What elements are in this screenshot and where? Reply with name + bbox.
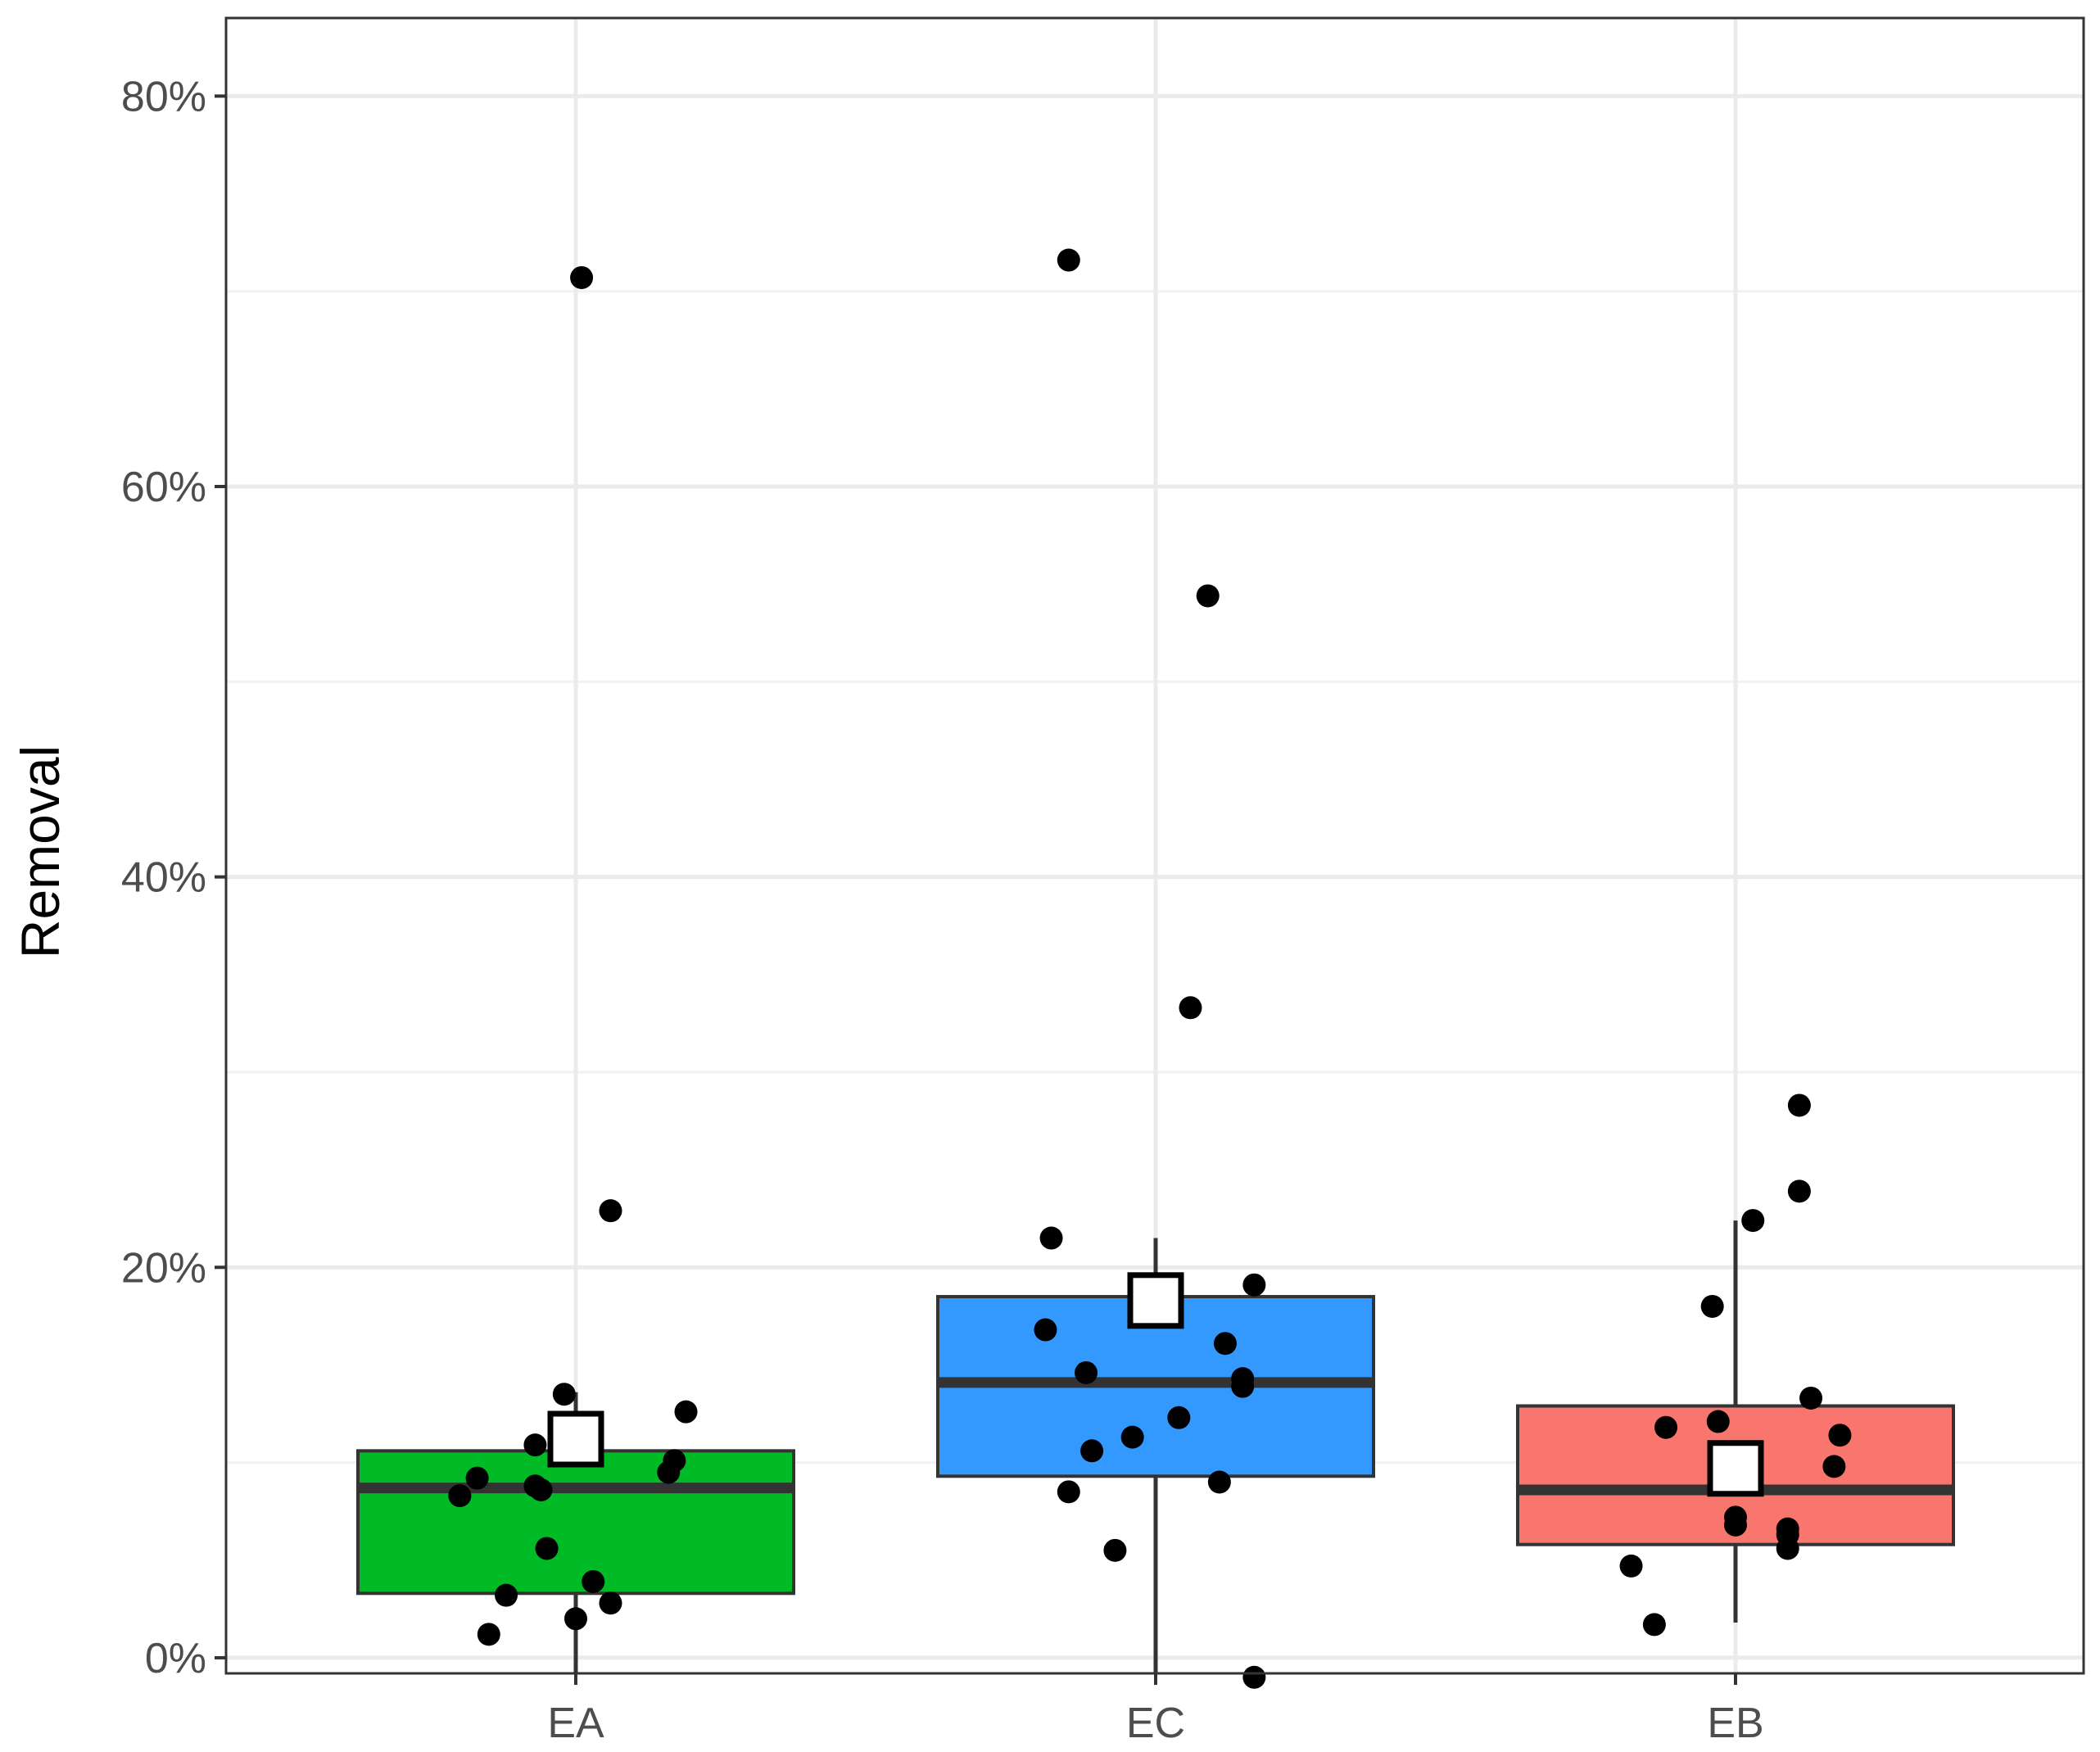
data-point-eb [1787,1179,1811,1203]
data-point-eb [1654,1415,1678,1439]
y-tick-label: 40% [121,854,206,902]
data-point-ea [657,1460,681,1484]
data-point-eb [1828,1424,1852,1447]
data-point-ea [564,1607,587,1631]
major-gridlines [226,18,2084,1673]
data-point-ea [477,1623,500,1646]
data-point-eb [1642,1613,1666,1637]
data-point-ec [1103,1538,1127,1562]
data-point-ea [570,265,594,289]
y-axis-title: Removal [10,745,70,958]
y-axis-ticks: 0% 20% 40% 60% 80% [121,73,226,1682]
x-tick-label: EA [547,1700,604,1747]
data-point-ea [599,1591,622,1615]
data-point-ec [1231,1374,1255,1398]
data-point-ec [1207,1470,1231,1494]
data-point-ea [582,1569,605,1593]
data-point-ea [552,1383,576,1406]
box-ea [356,1449,795,1596]
data-point-eb [1700,1294,1724,1318]
x-tick-label: EC [1126,1700,1185,1747]
mean-markers [547,1272,1764,1497]
mean-marker-ec [1127,1272,1184,1329]
y-tick-label: 80% [121,73,206,120]
data-point-eb [1706,1410,1730,1433]
y-tick-label: 0% [145,1635,206,1682]
data-point-ec [1057,248,1080,272]
data-point-ec [1075,1360,1098,1384]
data-point-ec [1213,1332,1237,1356]
data-point-eb [1776,1537,1799,1560]
data-point-ec [1167,1406,1191,1429]
y-tick-label: 20% [121,1244,206,1292]
data-point-ea [495,1583,518,1607]
data-point-ec [1196,584,1220,608]
data-point-ec [1039,1226,1063,1250]
mean-marker-eb [1707,1440,1764,1497]
data-point-eb [1822,1455,1846,1478]
data-point-ec [1242,1665,1266,1689]
data-point-eb [1724,1513,1747,1537]
data-point-ec [1057,1480,1080,1504]
data-point-ec [1179,996,1202,1020]
data-point-ec [1120,1425,1144,1449]
data-point-ea [599,1199,622,1223]
data-point-eb [1741,1209,1765,1233]
data-point-ec [1034,1318,1057,1342]
y-tick-label: 60% [121,464,206,511]
data-point-ea [674,1400,698,1424]
data-point-ea [523,1433,547,1457]
data-point-ea [529,1478,553,1501]
data-point-ea [448,1484,472,1508]
mean-marker-ea [547,1410,604,1468]
data-point-ec [1080,1439,1104,1463]
data-points [448,248,1852,1689]
data-point-ea [535,1537,559,1560]
data-point-ec [1242,1273,1266,1297]
data-point-eb [1787,1093,1811,1117]
data-point-ea [465,1466,489,1490]
data-point-eb [1799,1386,1823,1410]
x-tick-label: EB [1707,1700,1763,1747]
data-point-eb [1619,1554,1643,1578]
x-axis-ticks: EA EC EB [547,1673,1764,1747]
